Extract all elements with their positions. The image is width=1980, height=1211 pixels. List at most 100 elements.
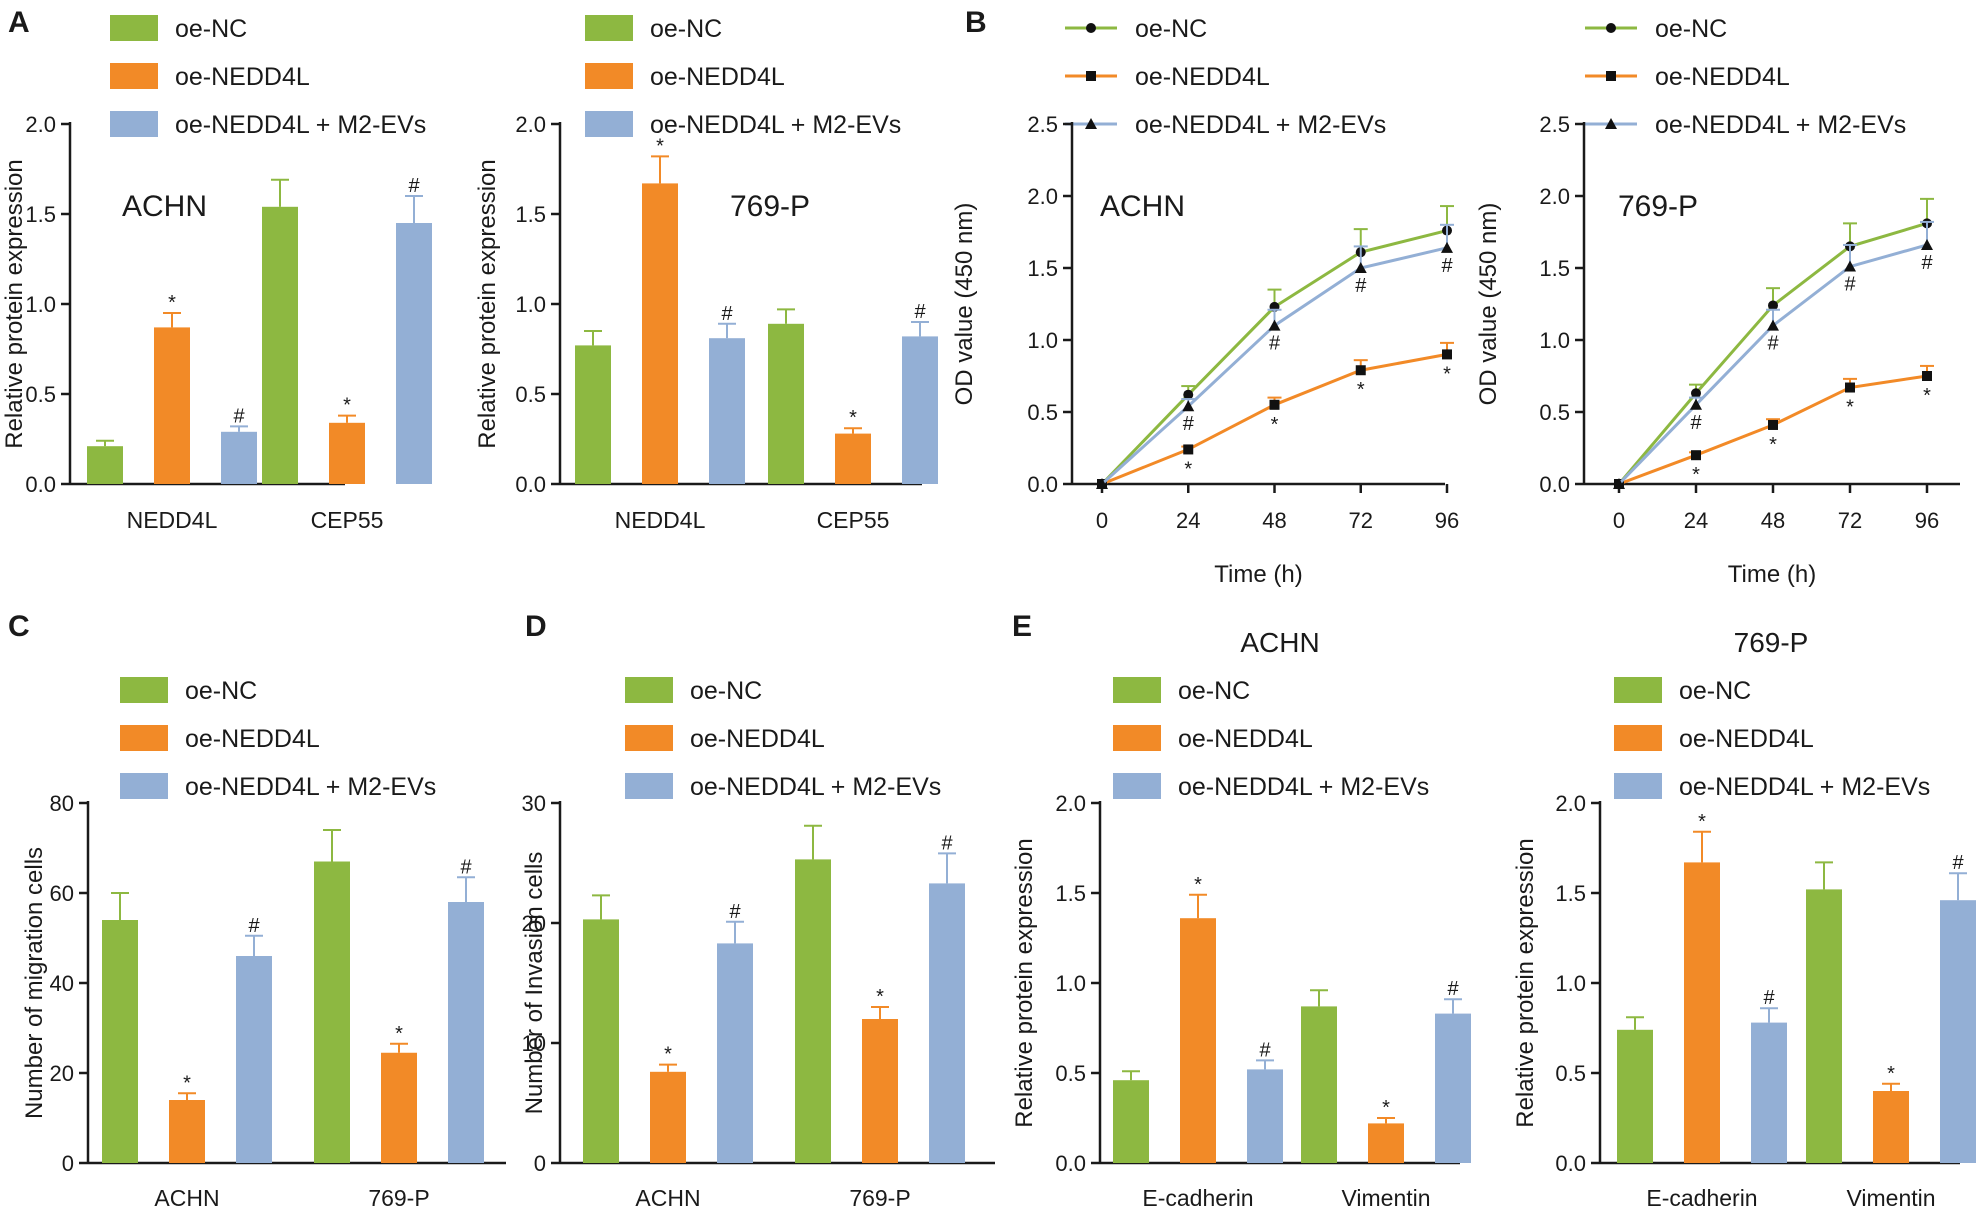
y-axis-label: Relative protein expression [1011,838,1038,1128]
panel-letter: E [1012,610,1032,643]
bar [862,1019,898,1163]
y-tick-label: 0.0 [1027,472,1058,497]
legend-label-1: oe-NEDD4L [650,63,785,91]
legend-label-2: oe-NEDD4L + M2-EVs [185,773,436,801]
y-axis-label: Relative protein expression [1,159,28,449]
y-tick-label: 1.5 [1539,256,1570,281]
y-tick-label: 2.0 [1055,791,1086,816]
category-label: E-cadherin [1142,1185,1253,1211]
significance-mark: # [460,856,472,878]
legend-swatch-1 [585,63,633,89]
data-point [1691,450,1701,461]
y-tick-label: 0.5 [1027,400,1058,425]
series-line [1100,246,1448,486]
bar [1180,918,1216,1163]
data-point [1268,319,1281,331]
data-point [1182,400,1195,412]
y-tick-label: 0.5 [1055,1061,1086,1086]
chart-B2: 769-P oe-NC oe-NEDD4L oe-NEDD4L + M2-EVs 0.0… [1475,15,1960,588]
data-point [1096,478,1108,489]
legend-swatch-2 [625,773,673,799]
y-tick-label: 2.0 [1539,184,1570,209]
panel-letter: C [8,610,30,643]
legend-swatch-0 [120,677,168,703]
x-tick-label: 72 [1838,508,1862,533]
y-tick-label: 0.0 [515,472,546,497]
x-tick-label: 48 [1262,508,1286,533]
legend-label-1: oe-NEDD4L [185,725,320,753]
significance-mark: # [233,405,245,427]
y-tick-label: 1.0 [1555,971,1586,996]
chart-inner-label: 769-P [730,190,810,223]
y-tick-label: 1.0 [1539,328,1570,353]
x-tick-label: 0 [1613,508,1625,533]
significance-mark: # [1259,1039,1271,1061]
significance-mark: * [1271,414,1279,436]
significance-mark: # [1690,412,1702,434]
category-label: E-cadherin [1646,1185,1757,1211]
significance-mark: * [1698,811,1706,833]
legend-label-2: oe-NEDD4L + M2-EVs [1655,111,1906,139]
bar [575,345,611,484]
legend-swatch-1 [120,725,168,751]
significance-mark: * [168,292,176,314]
significance-mark: * [1887,1063,1895,1085]
chart-title: 769-P [1734,627,1809,658]
bar [717,943,753,1163]
category-label: NEDD4L [615,507,706,533]
legend-marker-2 [1085,118,1097,129]
bar [795,859,831,1163]
y-tick-label: 1.5 [1055,881,1086,906]
y-tick-label: 1.0 [515,292,546,317]
significance-mark: # [1355,275,1367,297]
x-tick-label: 96 [1435,508,1459,533]
data-point [1355,365,1366,376]
bar [1940,900,1976,1163]
legend-label-1: oe-NEDD4L [175,63,310,91]
x-tick-label: 72 [1349,508,1373,533]
y-tick-label: 20 [50,1061,74,1086]
y-tick-label: 0.5 [1555,1061,1586,1086]
chart-B1: B ACHN oe-NC oe-NEDD4L oe-NEDD4L + M2-EVs 0.0… [951,6,1459,588]
legend-marker-2 [1605,118,1617,129]
data-point [1691,388,1701,399]
significance-mark: # [1763,987,1775,1009]
chart-E1: Eoe-NC oe-NEDD4L oe-NEDD4L + M2-EVs 0.0 0.5 1… [1011,610,1471,1211]
legend-label-0: oe-NC [185,677,257,705]
significance-mark: * [664,1044,672,1066]
category-label: CEP55 [817,507,890,533]
y-tick-label: 0.5 [515,382,546,407]
legend-marker-0 [1606,23,1616,33]
bar [154,327,190,484]
significance-mark: # [1921,252,1933,274]
y-tick-label: 40 [50,971,74,996]
legend-label-0: oe-NC [1135,15,1207,43]
legend-swatch-1 [625,725,673,751]
significance-mark: * [1382,1097,1390,1119]
bar [1684,862,1720,1163]
y-tick-label: 10 [522,1031,546,1056]
bar [262,206,298,485]
data-point [1767,319,1779,331]
significance-mark: * [849,407,857,429]
legend-marker-0 [1086,23,1096,33]
legend-swatch-0 [625,677,673,703]
significance-mark: * [1443,363,1451,385]
legend-label-2: oe-NEDD4L + M2-EVs [1178,773,1429,801]
y-tick-label: 30 [522,791,546,816]
bar [1301,1006,1337,1163]
chart-A2: 769-P oe-NC oe-NEDD4L oe-NEDD4L + M2-EVs 0.0… [474,15,938,533]
y-axis-label: OD value (450 nm) [951,203,978,406]
legend-label-0: oe-NC [1655,15,1727,43]
data-point [1269,399,1280,410]
legend-marker-1 [1086,71,1096,81]
chart-A1: A ACHN oe-NC oe-NEDD4L oe-NEDD4L + M2-EVs 0.0… [1,6,432,533]
y-tick-label: 0.5 [1539,400,1570,425]
legend-label-1: oe-NEDD4L [1655,63,1790,91]
y-tick-label: 2.0 [25,112,56,137]
y-tick-label: 1.5 [1027,256,1058,281]
category-label: Vimentin [1846,1185,1935,1211]
category-label: Vimentin [1341,1185,1430,1211]
data-point [1613,478,1625,489]
